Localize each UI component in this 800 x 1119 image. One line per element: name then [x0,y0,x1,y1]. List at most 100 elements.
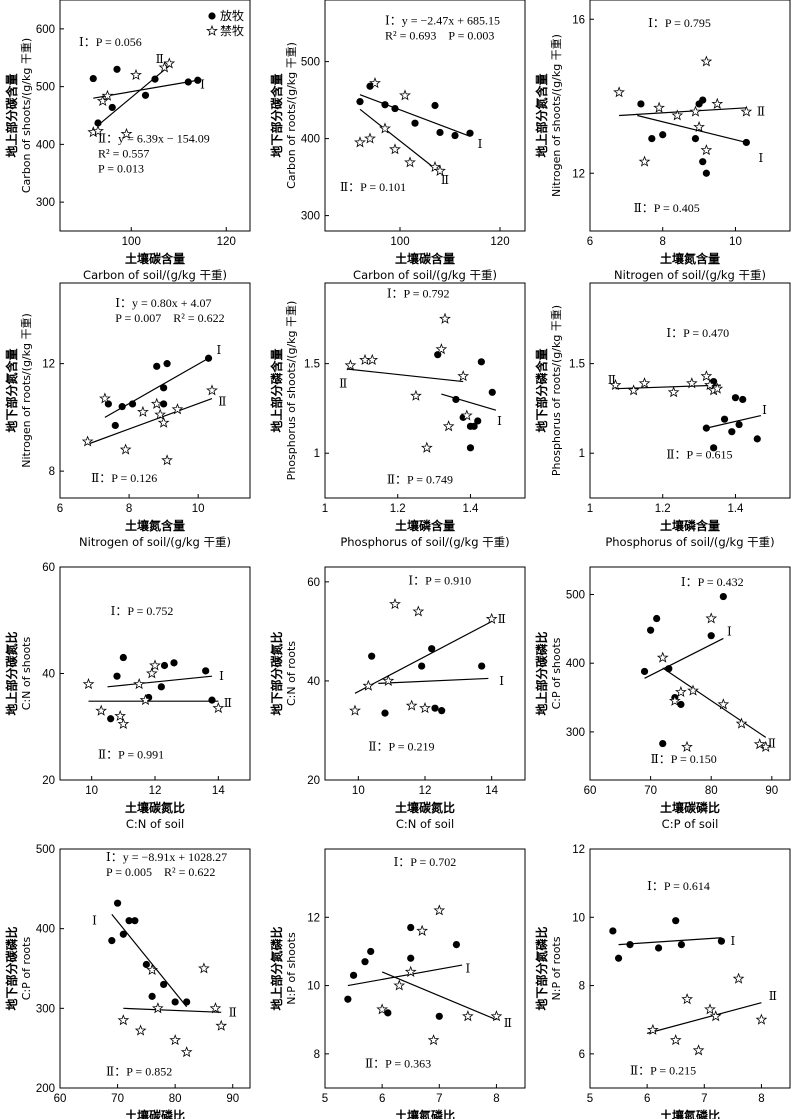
fenced-point [686,377,698,389]
fenced-point [646,1023,659,1035]
fit-label: Ⅱ [757,105,765,119]
y-tick-label: 8 [314,1049,320,1061]
fenced-point [638,155,651,167]
fit-line-i [347,964,463,987]
stat-annotation: Ⅰ：y = −8.91x + 1028.27 [106,850,227,864]
grazed-point [160,384,168,392]
x-tick-label: 1.4 [462,503,479,515]
grazed-point [614,954,623,962]
plot-frame [324,848,526,1089]
fenced-point [433,904,446,916]
x-axis-title-en: C:N of soil [396,817,454,831]
grazed-point [742,138,750,147]
chart-panel-7: 10 12 14 20 40 60 土壤碳氮比 C:N of soil 地上部分碳氮比 C:N o… [4,562,251,831]
fit-line-ii [354,620,492,694]
stat-annotation: P = 0.013 [98,162,144,176]
fenced-point [735,717,748,729]
grazed-point [108,937,116,945]
grazed-point [739,395,747,404]
grazed-point [488,388,496,396]
grazed-point [707,632,715,640]
grazed-point [728,428,736,436]
grazed-point [699,96,707,104]
y-axis-title-cn: 地上部分氮含量 [534,73,549,157]
grazed-point [677,700,685,709]
chart-panel-8: 10 12 14 20 40 60 土壤碳氮比 C:N of soil 地下部分碳氮比 C:N o… [269,566,526,831]
grazed-point [640,667,649,676]
fenced-point [180,1046,193,1058]
fenced-point [146,667,158,679]
stat-annotation: P = 0.007 R² = 0.622 [115,311,224,325]
x-tick-label: 90 [226,1093,239,1105]
y-axis-title-en: Nitrogen of shoots/(g/kg 干重) [549,34,563,197]
stat-annotation: Ⅱ：P = 0.615 [666,448,732,462]
grazed-point [183,998,191,1006]
grazed-point [452,941,461,949]
x-tick-label: 6 [644,1093,650,1105]
grazed-point [659,739,667,748]
fenced-point [439,312,451,324]
fenced-point [689,105,702,117]
fenced-point [117,717,130,730]
grazed-point [381,709,389,717]
grazed-point [119,653,127,662]
grazed-point [609,927,617,935]
grazed-point [477,358,485,366]
grazed-point [407,954,415,962]
fit-label: Ⅰ [217,343,222,357]
y-tick-label: 500 [566,589,585,601]
fenced-point [759,740,772,753]
x-tick-label: 8 [126,503,132,515]
fit-label: Ⅰ [219,669,224,683]
grazed-point [160,980,168,989]
y-axis-title-cn: 地上部分氮磷比 [269,926,284,1010]
grazed-point [361,958,369,966]
x-axis-title-cn: 土壤氮含量 [660,251,720,266]
grazed-point [153,362,161,370]
fenced-point [119,443,132,455]
x-tick-label: 1.2 [655,503,671,515]
grazed-point [384,1009,392,1017]
fenced-point [755,1013,768,1025]
y-axis-title-en: Phosphorus of roots/(g/kg 干重) [549,305,563,476]
fenced-point [399,89,411,101]
fenced-point [434,164,446,176]
y-axis-title-cn: 地下部分氮含量 [4,348,19,432]
fenced-point [412,605,425,617]
x-tick-label: 6 [587,236,593,248]
grazed-point [717,937,726,945]
y-axis-title-en: Phosphorus of shoots/(g/kg 干重) [284,301,298,481]
fenced-point [410,389,422,401]
grazed-point [648,135,656,143]
stat-annotation: Ⅱ：P = 0.101 [340,180,406,194]
stat-annotation: Ⅰ：P = 0.470 [666,326,729,340]
stat-annotation: Ⅰ：P = 0.795 [648,16,711,30]
x-axis-title-cn: 土壤氮磷比 [395,1108,455,1119]
y-axis-title-en: Carbon of roots/(g/kg 干重) [284,42,298,189]
chart-panel-3: 6 8 10 12 16 土壤氮含量 Nitrogen of soil/(g/kg 干重) 地… [534,0,791,282]
stat-annotation: Ⅱ：P = 0.852 [106,1064,172,1078]
fenced-point [656,651,669,663]
x-tick-label: 6 [379,1093,385,1105]
stat-annotation: Ⅱ：P = 0.405 [634,201,700,215]
fit-label: Ⅰ [762,403,767,417]
fenced-point [133,677,145,690]
fenced-point [171,403,184,415]
y-tick-label: 200 [36,1083,55,1095]
grazed-point [113,672,121,680]
x-axis-title-cn: 土壤碳磷比 [660,800,720,815]
fenced-point [376,1003,389,1015]
fit-label: Ⅰ [730,934,735,948]
chart-panel-11: 567881012土壤氮磷比N:P of soil地上部分氮磷比N:P of s… [269,848,526,1119]
stat-annotation: Ⅰ：P = 0.702 [394,855,457,869]
chart-panel-12: 5678681012土壤氮磷比N:P of soil地下部分氮磷比N:P of … [534,844,791,1119]
grazed-point [407,923,415,932]
grazed-point [163,360,171,368]
x-tick-label: 8 [660,236,666,248]
fenced-point [157,416,170,428]
fenced-point [461,409,473,421]
fenced-point [81,435,94,447]
grazed-point [368,652,376,660]
grazed-point [208,696,216,704]
fit-label: Ⅰ [92,914,97,928]
